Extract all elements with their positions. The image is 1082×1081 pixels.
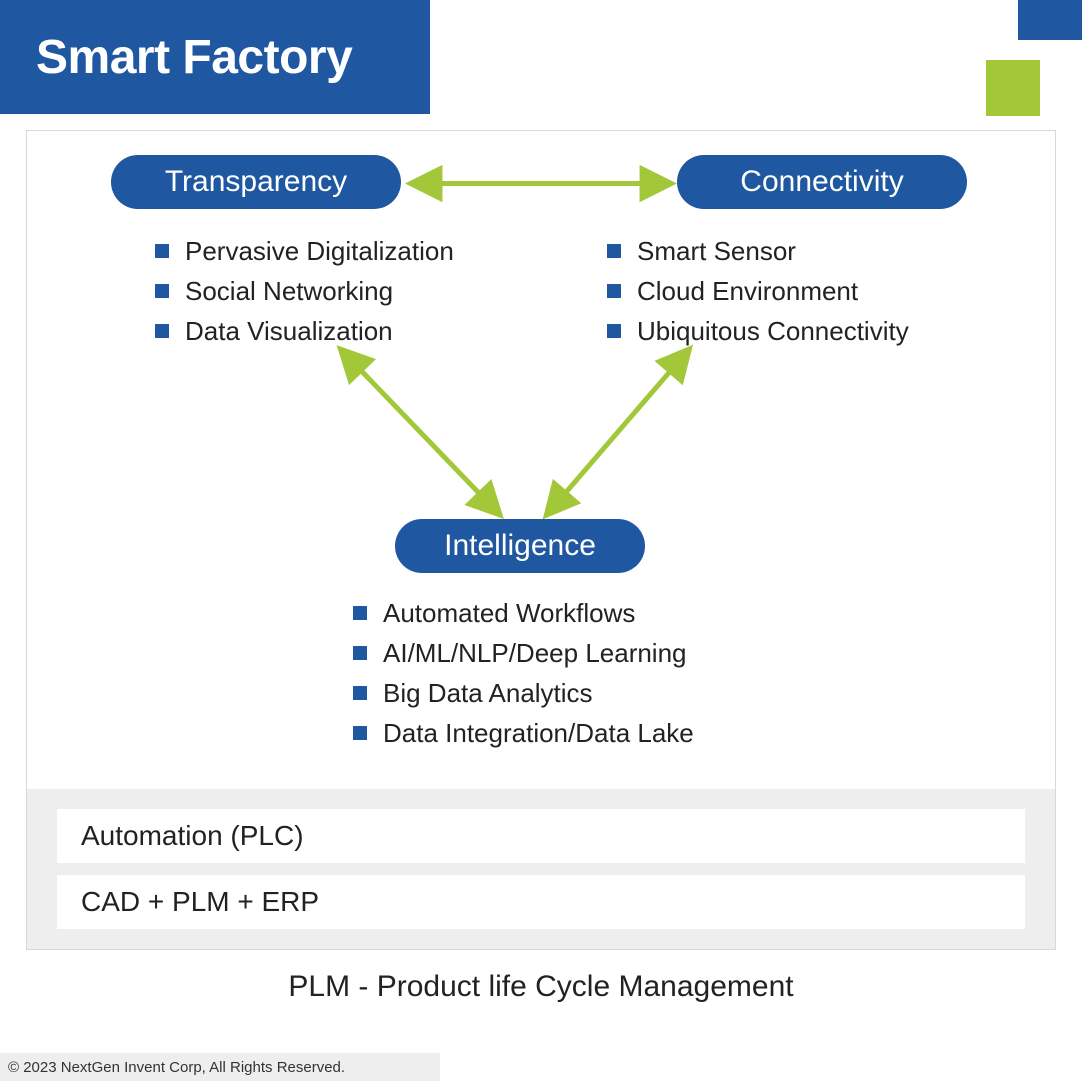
node-connectivity-label: Connectivity	[740, 165, 903, 199]
list-item: Ubiquitous Connectivity	[607, 311, 909, 351]
list-item: Data Visualization	[155, 311, 454, 351]
node-transparency: Transparency	[111, 155, 401, 209]
node-transparency-label: Transparency	[165, 165, 347, 199]
header-bar: Smart Factory	[0, 0, 430, 114]
footer-caption: PLM - Product life Cycle Management	[0, 970, 1082, 1004]
foundation-bar-label: Automation (PLC)	[81, 820, 304, 852]
list-item: Smart Sensor	[607, 231, 909, 271]
list-item: Social Networking	[155, 271, 454, 311]
list-item: Big Data Analytics	[353, 673, 694, 713]
list-transparency: Pervasive Digitalization Social Networki…	[155, 231, 454, 351]
copyright-strip: © 2023 NextGen Invent Corp, All Rights R…	[0, 1053, 440, 1081]
edge-transparency-intelligence	[344, 353, 496, 511]
node-intelligence: Intelligence	[395, 519, 645, 573]
foundation-bar-label: CAD + PLM + ERP	[81, 886, 319, 918]
copyright-text: © 2023 NextGen Invent Corp, All Rights R…	[8, 1059, 345, 1076]
page-title: Smart Factory	[36, 30, 352, 85]
corner-accent-blue	[1018, 0, 1082, 40]
node-connectivity: Connectivity	[677, 155, 967, 209]
edge-connectivity-intelligence	[550, 353, 686, 511]
list-item: Data Integration/Data Lake	[353, 713, 694, 753]
list-item: Pervasive Digitalization	[155, 231, 454, 271]
corner-accent-green	[986, 60, 1040, 116]
main-panel: Transparency Connectivity Intelligence P…	[26, 130, 1056, 950]
list-connectivity: Smart Sensor Cloud Environment Ubiquitou…	[607, 231, 909, 351]
list-item: Automated Workflows	[353, 593, 694, 633]
foundation-bar: Automation (PLC)	[57, 809, 1025, 863]
list-item: Cloud Environment	[607, 271, 909, 311]
list-intelligence: Automated Workflows AI/ML/NLP/Deep Learn…	[353, 593, 694, 753]
foundation-bar: CAD + PLM + ERP	[57, 875, 1025, 929]
diagram-area: Transparency Connectivity Intelligence P…	[27, 131, 1055, 791]
foundation-bars: Automation (PLC) CAD + PLM + ERP	[27, 789, 1055, 949]
list-item: AI/ML/NLP/Deep Learning	[353, 633, 694, 673]
node-intelligence-label: Intelligence	[444, 529, 596, 563]
